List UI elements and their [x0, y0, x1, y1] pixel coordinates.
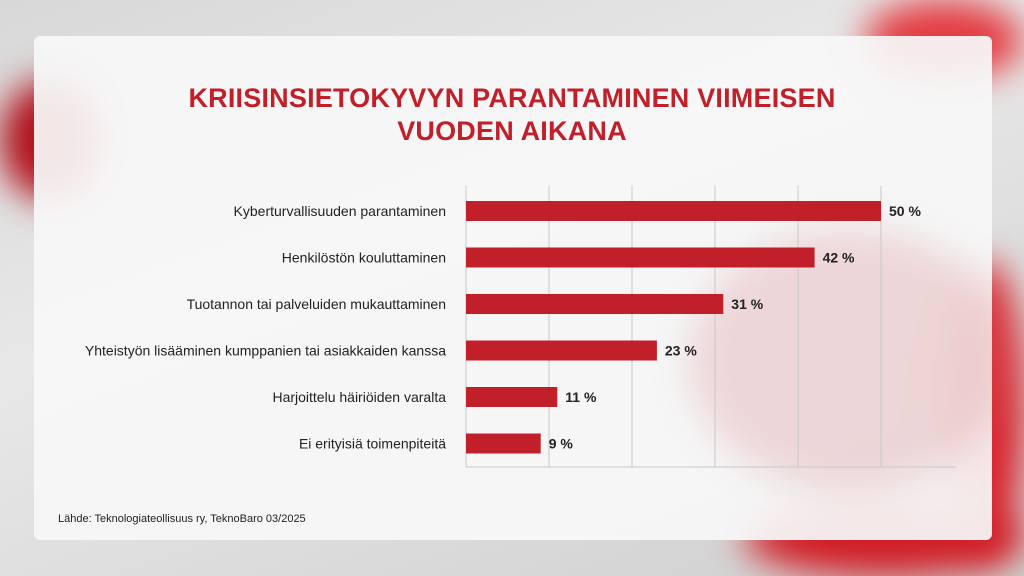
value-label: 9 % [549, 436, 574, 452]
bar [466, 433, 541, 454]
category-label: Yhteistyön lisääminen kumppanien tai asi… [85, 343, 446, 359]
bar [466, 201, 881, 221]
value-label: 42 % [823, 250, 855, 266]
chart-title: KRIISINSIETOKYVYN PARANTAMINEN VIIMEISEN… [0, 82, 1024, 148]
category-label: Kyberturvallisuuden parantaminen [234, 203, 446, 219]
bar [466, 340, 657, 361]
bar [466, 387, 558, 407]
category-label: Henkilöstön kouluttaminen [282, 250, 446, 266]
bar [466, 294, 724, 314]
title-line-1: KRIISINSIETOKYVYN PARANTAMINEN VIIMEISEN [188, 83, 836, 113]
value-label: 11 % [565, 389, 597, 405]
source-note: Lähde: Teknologiateollisuus ry, TeknoBar… [58, 513, 306, 525]
category-label: Harjoittelu häiriöiden varalta [272, 389, 446, 405]
title-line-2: VUODEN AIKANA [397, 116, 627, 146]
bar [466, 247, 815, 268]
category-label: Ei erityisiä toimenpiteitä [299, 436, 446, 452]
value-label: 50 % [889, 203, 921, 219]
value-label: 23 % [665, 343, 697, 359]
chart-card [34, 36, 992, 540]
value-label: 31 % [731, 296, 763, 312]
category-label: Tuotannon tai palveluiden mukauttaminen [187, 296, 446, 312]
background-shape [690, 230, 1010, 490]
